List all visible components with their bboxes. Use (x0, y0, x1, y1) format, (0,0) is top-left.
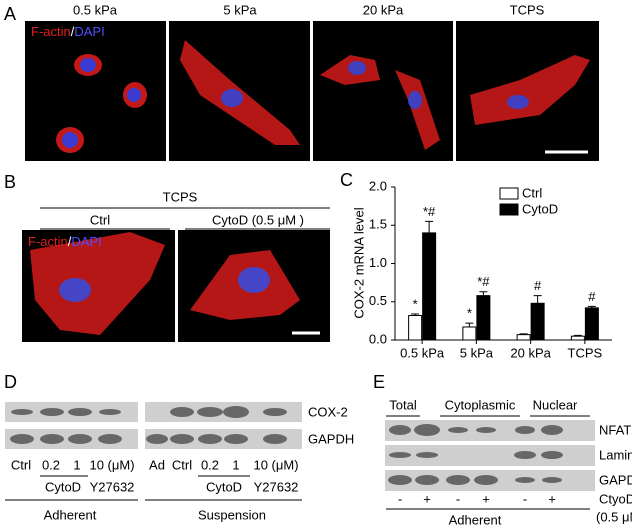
lane-label: 1 (73, 457, 80, 472)
stain-label: F-actin/DAPI (31, 24, 105, 39)
significance-marker: # (534, 278, 542, 293)
legend-swatch (499, 203, 519, 216)
bar (408, 315, 423, 341)
bar (462, 326, 477, 341)
panel-label: E (373, 372, 385, 392)
significance-marker: # (588, 289, 596, 304)
error-bar (465, 322, 474, 327)
treatment-label: Y27632 (254, 479, 299, 494)
error-bar (587, 305, 596, 308)
lane-label: 10 (μM) (253, 457, 298, 472)
y-tick-label: 1.5 (369, 217, 387, 232)
band-label: COX-2 (308, 404, 348, 419)
stain-label: F-actin/DAPI (28, 234, 102, 249)
sign: - (456, 491, 460, 506)
error-bar (519, 333, 528, 335)
panel-label: C (340, 170, 353, 190)
treatment-label: Y27632 (90, 479, 135, 494)
treatment-label: CytoD (206, 479, 242, 494)
panel-label: A (4, 4, 16, 24)
lane-label: Ad (149, 457, 165, 472)
condition-label: Ctrl (90, 212, 110, 227)
y-tick-label: 0.0 (369, 331, 387, 346)
stain-sep: / (68, 234, 72, 249)
bar (530, 302, 545, 341)
fraction-label: Nuclear (533, 397, 578, 412)
bar (422, 232, 437, 341)
blots (5, 402, 302, 449)
band-label: GAPDH (599, 472, 632, 487)
stain-actin: F-actin (28, 234, 68, 249)
band-label: NFAT2 (599, 422, 632, 437)
treatment-dose: (0.5 μM) (596, 509, 632, 524)
significance-marker: * (413, 296, 418, 311)
sign: + (548, 491, 556, 506)
lane-label: Ctrl (172, 457, 192, 472)
group-label: Adherent (44, 507, 97, 522)
condition-label: 20 kPa (363, 2, 404, 17)
condition-label: 0.5 kPa (73, 2, 118, 17)
error-bar (425, 220, 434, 233)
condition-label: CytoD (0.5 μM ) (212, 212, 304, 227)
lane-label: 0.2 (42, 457, 60, 472)
lane-label: 0.2 (201, 457, 219, 472)
stain-sep: / (71, 24, 75, 39)
condition-label: 5 kPa (223, 2, 257, 17)
significance-marker: *# (477, 274, 490, 289)
bar (516, 334, 531, 341)
x-tick-label: 20 kPa (510, 345, 551, 360)
bar (584, 307, 599, 341)
fraction-label: Cytoplasmic (445, 397, 516, 412)
blots (385, 420, 595, 491)
treatment-label: CtyoD (599, 491, 632, 506)
sign: - (398, 491, 402, 506)
group-label: Adherent (449, 512, 502, 527)
significance-marker: * (467, 306, 472, 321)
micrographs (25, 21, 599, 161)
y-tick-label: 2.0 (369, 178, 387, 193)
error-bar (573, 334, 582, 337)
x-tick-label: TCPS (568, 345, 603, 360)
y-axis-title: COX-2 mRNA level (351, 207, 366, 318)
y-tick-label: 0.5 (369, 293, 387, 308)
error-bar (533, 295, 542, 304)
lane-label: Ctrl (11, 457, 31, 472)
sign: + (482, 491, 490, 506)
fraction-label: Total (389, 397, 417, 412)
band-label: GAPDH (308, 431, 354, 446)
lane-label: 10 (μM) (89, 457, 134, 472)
treatment-label: CytoD (45, 479, 81, 494)
stain-dapi: DAPI (71, 234, 101, 249)
lane-label: 1 (232, 457, 239, 472)
bar (570, 335, 585, 341)
legend-label: CytoD (522, 201, 558, 216)
stain-actin: F-actin (31, 24, 71, 39)
error-bar (411, 313, 420, 316)
micrographs (22, 230, 330, 342)
x-tick-label: 0.5 kPa (400, 345, 445, 360)
y-tick-label: 1.0 (369, 255, 387, 270)
x-tick-label: 5 kPa (460, 345, 494, 360)
panel-label: D (4, 372, 17, 392)
bar (476, 295, 491, 341)
stain-dapi: DAPI (74, 24, 104, 39)
legend-label: Ctrl (522, 185, 542, 200)
group-label: TCPS (163, 189, 198, 204)
bar-chart: COX-2 mRNA level 0.0 0.5 1.0 1.5 2.0 0.5 kPa *… (351, 178, 612, 360)
band-label: Lamin B (599, 447, 632, 462)
significance-marker: *# (423, 204, 436, 219)
condition-label: TCPS (510, 2, 545, 17)
sign: - (523, 491, 527, 506)
error-bar (479, 291, 488, 296)
panel-label: B (4, 172, 16, 192)
legend-swatch (499, 187, 519, 200)
sign: + (423, 491, 431, 506)
group-label: Suspension (198, 507, 266, 522)
